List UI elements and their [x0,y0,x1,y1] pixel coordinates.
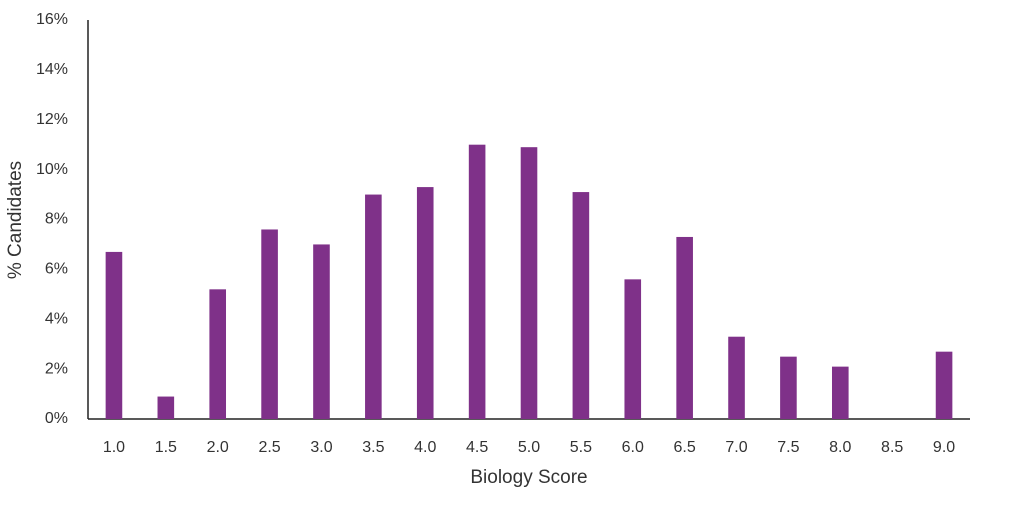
x-tick-label: 8.5 [881,439,903,456]
bar [209,289,227,419]
y-axis-title: % Candidates [5,161,26,279]
x-tick-label: 5.5 [570,439,592,456]
bar [416,187,434,419]
x-tick-label: 7.5 [777,439,799,456]
bar [831,366,849,419]
x-tick-label: 6.0 [622,439,644,456]
y-tick-label: 8% [45,211,68,228]
x-axis-title: Biology Score [470,467,587,488]
bar [313,244,330,419]
x-tick-label: 4.5 [466,439,488,456]
y-tick-label: 12% [36,111,68,128]
bar [780,356,797,419]
bar [676,236,693,419]
x-tick-label: 9.0 [933,439,955,456]
y-tick-label: 10% [36,161,68,178]
x-tick-label: 6.5 [674,439,696,456]
y-tick-label: 2% [45,360,68,377]
x-tick-label: 2.0 [207,439,229,456]
y-tick-label: 4% [45,310,68,327]
bar [468,144,486,419]
bar [572,192,590,419]
x-tick-label: 1.0 [103,439,125,456]
x-tick-label: 5.0 [518,439,540,456]
bar [520,147,538,419]
x-tick-label: 3.0 [310,439,332,456]
y-tick-label: 6% [45,261,68,278]
bar [157,396,175,419]
x-tick-label: 7.0 [725,439,747,456]
y-tick-label: 16% [36,11,68,28]
bar [365,194,382,419]
x-tick-label: 8.0 [829,439,851,456]
y-tick-label: 0% [45,410,68,427]
x-tick-label: 3.5 [362,439,384,456]
bar [261,229,278,419]
x-tick-label: 1.5 [155,439,177,456]
bar [728,336,745,419]
x-tick-label: 4.0 [414,439,436,456]
bar [935,351,953,419]
y-tick-label: 14% [36,61,68,78]
bar [105,251,123,419]
x-tick-label: 2.5 [258,439,280,456]
bar [624,279,642,419]
